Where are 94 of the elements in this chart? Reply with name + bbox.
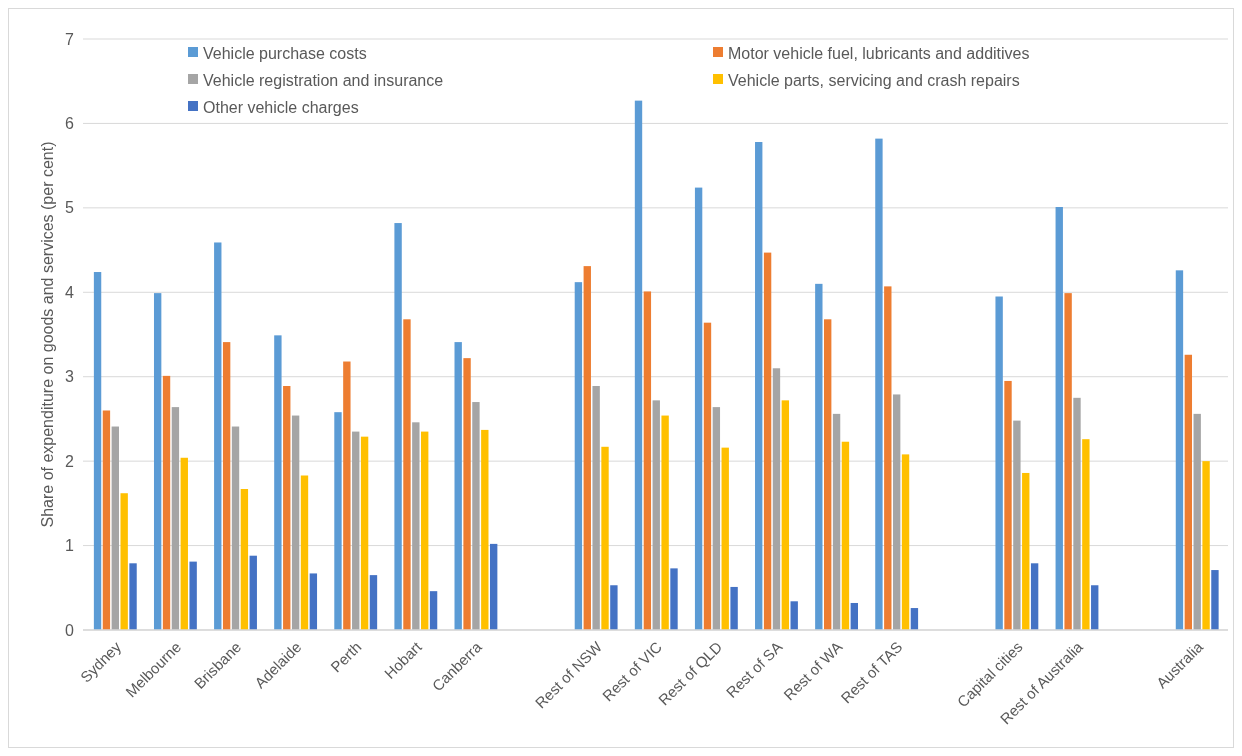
bar <box>93 272 102 630</box>
bar <box>153 293 162 630</box>
bar <box>661 415 669 630</box>
bar <box>283 386 291 630</box>
legend-label: Motor vehicle fuel, lubricants and additives <box>728 44 1030 62</box>
bar <box>309 573 318 630</box>
bar <box>102 410 111 630</box>
bar <box>352 431 360 630</box>
bar <box>670 568 678 630</box>
bar <box>291 415 300 630</box>
y-tick-label: 6 <box>65 115 75 133</box>
bar <box>240 489 249 630</box>
bar <box>815 283 823 630</box>
legend-label: Vehicle registration and insurance <box>203 71 444 89</box>
bar <box>274 335 282 630</box>
y-tick-label: 5 <box>65 199 75 217</box>
bar <box>730 586 738 630</box>
bar <box>995 296 1003 630</box>
bar <box>1004 380 1012 630</box>
bar <box>489 543 498 630</box>
bar <box>652 400 660 630</box>
bar <box>231 426 240 630</box>
bar <box>772 368 781 630</box>
bar <box>120 493 128 630</box>
bar <box>1055 207 1063 630</box>
bar <box>574 282 583 630</box>
bar <box>129 563 137 630</box>
y-axis-title: Share of expenditure on goods and services (per cent) <box>39 141 56 528</box>
y-tick-label: 3 <box>65 368 75 386</box>
bar <box>1211 570 1219 630</box>
bar <box>1175 270 1184 630</box>
bar <box>1091 585 1099 630</box>
y-tick-label: 0 <box>65 621 75 639</box>
bar <box>369 575 378 630</box>
y-tick-label: 7 <box>65 30 75 48</box>
bar <box>189 561 197 630</box>
bar <box>222 342 231 630</box>
bar <box>781 400 790 630</box>
bar <box>901 454 910 630</box>
bar <box>884 286 892 630</box>
y-tick-label: 1 <box>65 537 75 555</box>
bar <box>1082 439 1090 630</box>
bar <box>634 100 643 630</box>
bar <box>421 431 429 630</box>
legend-label: Vehicle parts, servicing and crash repairs <box>728 71 1020 89</box>
bar <box>832 413 841 630</box>
bar <box>111 426 119 630</box>
y-tick-label: 4 <box>65 283 75 301</box>
bar <box>601 446 609 630</box>
bar <box>1073 397 1081 630</box>
bar <box>875 138 883 630</box>
bar <box>841 441 850 630</box>
bar <box>403 319 411 630</box>
bar <box>1202 461 1210 630</box>
bar <box>481 429 489 630</box>
bar <box>790 601 798 630</box>
bar <box>703 322 712 630</box>
bar <box>429 591 438 630</box>
bar <box>214 242 222 630</box>
bar <box>343 361 351 630</box>
bar <box>755 142 763 630</box>
bar <box>1184 354 1193 630</box>
bar <box>171 407 180 630</box>
bar <box>249 555 257 630</box>
bar <box>472 402 480 630</box>
bar <box>1030 563 1039 630</box>
y-tick-label: 2 <box>65 452 75 470</box>
bar <box>463 358 471 630</box>
bar <box>454 342 462 630</box>
bar <box>412 422 420 630</box>
bar <box>592 386 600 630</box>
bar <box>180 457 188 630</box>
bar <box>1064 293 1072 630</box>
bar <box>712 407 721 630</box>
bar <box>334 412 342 630</box>
bar <box>763 252 772 630</box>
bar <box>910 608 919 630</box>
bar <box>892 394 901 630</box>
bar <box>643 291 652 630</box>
bar <box>300 475 309 630</box>
legend-label: Vehicle purchase costs <box>203 44 367 62</box>
bar <box>610 585 618 630</box>
bar <box>721 447 729 630</box>
bar <box>1193 413 1201 630</box>
bar <box>1022 472 1030 630</box>
bar <box>360 436 369 630</box>
bar <box>824 319 832 630</box>
legend-label: Other vehicle charges <box>203 98 359 116</box>
bar <box>694 187 703 630</box>
bar <box>1013 420 1021 630</box>
bar <box>162 375 171 630</box>
bar <box>850 602 858 630</box>
bar <box>583 266 591 630</box>
bar <box>394 223 402 630</box>
